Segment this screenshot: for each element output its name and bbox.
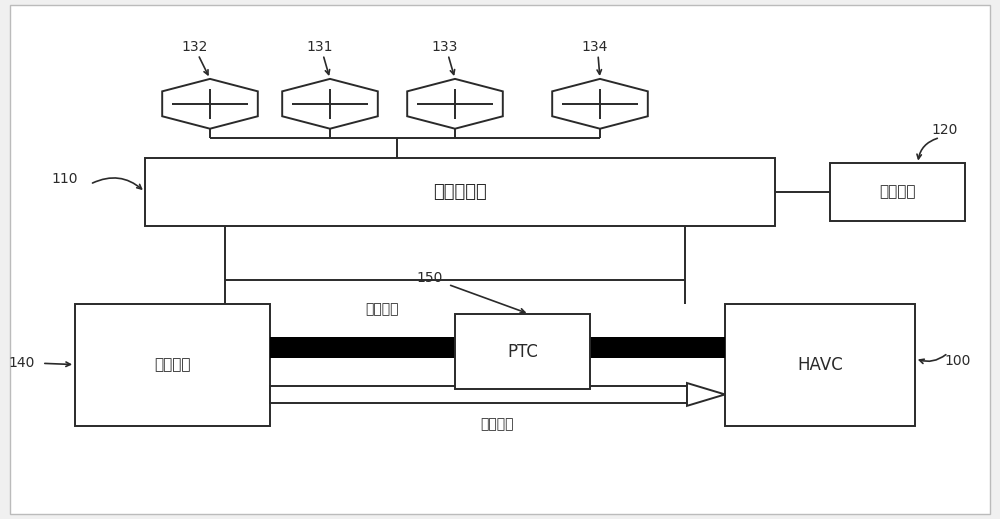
FancyBboxPatch shape — [725, 304, 915, 426]
Polygon shape — [282, 79, 378, 129]
FancyBboxPatch shape — [270, 386, 687, 403]
Text: HAVC: HAVC — [797, 356, 843, 374]
Text: 133: 133 — [432, 40, 458, 53]
Text: 132: 132 — [182, 40, 208, 53]
FancyBboxPatch shape — [10, 5, 990, 514]
Text: 140: 140 — [9, 357, 35, 370]
Text: 加热组件: 加热组件 — [365, 302, 398, 316]
Text: 134: 134 — [582, 40, 608, 53]
Text: 150: 150 — [417, 271, 443, 284]
FancyBboxPatch shape — [270, 337, 725, 358]
FancyBboxPatch shape — [455, 314, 590, 389]
Text: 空调面板: 空调面板 — [879, 185, 916, 199]
Text: 制冷组件: 制冷组件 — [481, 417, 514, 431]
FancyBboxPatch shape — [830, 163, 965, 221]
Text: 空调控制器: 空调控制器 — [433, 183, 487, 201]
Text: 120: 120 — [932, 123, 958, 136]
FancyBboxPatch shape — [75, 304, 270, 426]
Polygon shape — [162, 79, 258, 129]
Text: PTC: PTC — [507, 343, 538, 361]
Text: 100: 100 — [945, 354, 971, 367]
Polygon shape — [552, 79, 648, 129]
Polygon shape — [407, 79, 503, 129]
Polygon shape — [687, 383, 725, 406]
FancyBboxPatch shape — [145, 158, 775, 226]
FancyBboxPatch shape — [590, 339, 725, 357]
Text: 热泵系统: 热泵系统 — [154, 357, 191, 372]
Text: 110: 110 — [52, 172, 78, 186]
Text: 131: 131 — [307, 40, 333, 53]
